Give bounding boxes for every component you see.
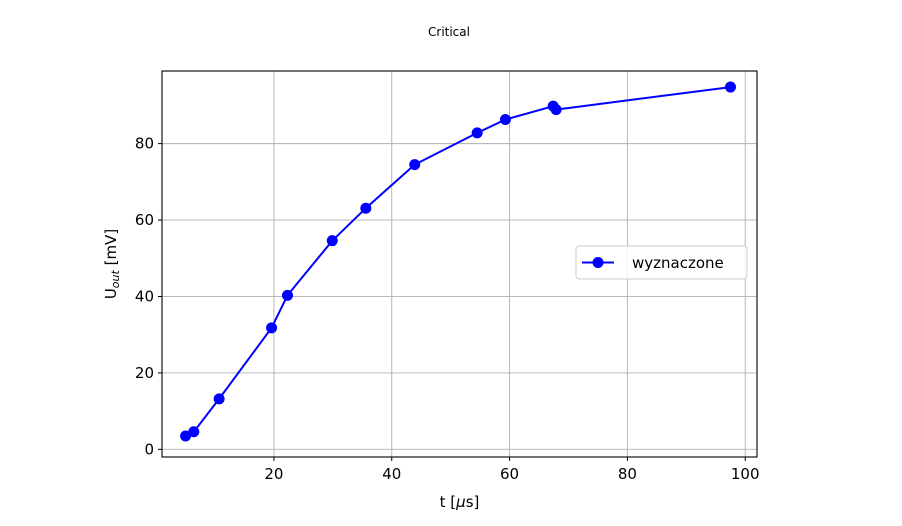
x-axis-label-greek: μ	[455, 493, 466, 511]
data-point-0-7	[409, 159, 421, 171]
series-layer	[180, 81, 736, 442]
x-tick-label-3: 80	[618, 465, 637, 483]
legend-label: wyznaczone	[632, 254, 724, 272]
axis-ticks: 20 40 60 80 100 0 20 40 60 80	[135, 135, 760, 483]
data-point-0-1	[188, 426, 200, 438]
y-axis-label-subscript: out	[109, 269, 122, 288]
data-point-0-2	[213, 393, 225, 405]
data-point-0-11	[550, 104, 562, 116]
data-point-0-6	[360, 202, 372, 214]
x-axis-label-main: t [	[440, 493, 457, 511]
chart-title: Critical	[428, 25, 470, 39]
y-tick-label-3: 60	[135, 211, 154, 229]
x-tick-label-0: 20	[264, 465, 283, 483]
legend-marker-swatch	[592, 257, 604, 268]
y-tick-label-1: 20	[135, 364, 154, 382]
legend-box	[575, 245, 748, 280]
data-point-0-5	[326, 235, 338, 247]
x-axis-label: t [μs]	[440, 493, 480, 511]
x-tick-label-4: 100	[731, 465, 760, 483]
y-tick-label-2: 40	[135, 287, 154, 305]
data-point-0-4	[281, 289, 293, 301]
x-axis-label-rest: s]	[466, 493, 480, 511]
y-axis-label-main: U	[102, 288, 120, 299]
y-axis-label-rest: [mV]	[102, 229, 120, 270]
data-point-0-3	[266, 322, 278, 334]
x-tick-label-2: 60	[500, 465, 519, 483]
legend: wyznaczone	[575, 245, 748, 280]
plot-area-frame	[161, 70, 758, 458]
data-point-0-8	[471, 127, 483, 139]
x-tick-label-1: 40	[382, 465, 401, 483]
y-tick-label-4: 80	[135, 135, 154, 153]
y-tick-label-0: 0	[144, 440, 154, 458]
data-point-0-12	[724, 81, 736, 93]
data-point-0-0	[180, 430, 192, 442]
data-point-0-9	[499, 114, 511, 126]
y-axis-label: Uout [mV]	[102, 229, 122, 299]
